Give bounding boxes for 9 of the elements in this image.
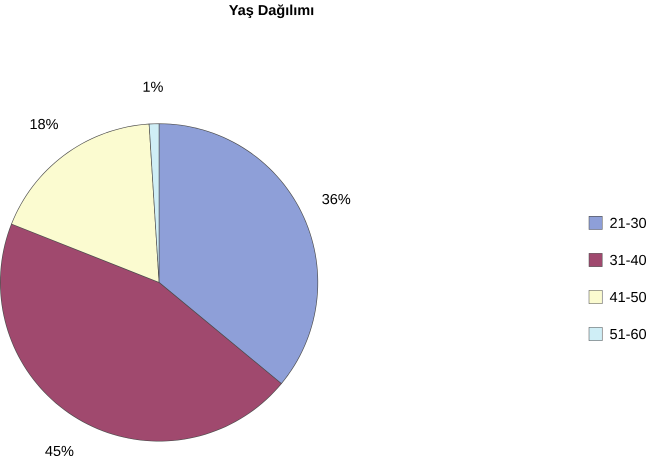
chart-title: Yaş Dağılımı (229, 4, 314, 18)
data-label: 18% (30, 118, 58, 129)
legend-label: 21-30 (610, 218, 646, 228)
data-label: 1% (144, 81, 163, 92)
data-label: 36% (322, 194, 350, 204)
legend-label: 41-50 (610, 292, 646, 302)
legend-label: 51-60 (610, 328, 646, 339)
data-label: 45% (45, 446, 74, 456)
legend-label: 31-40 (610, 254, 646, 265)
